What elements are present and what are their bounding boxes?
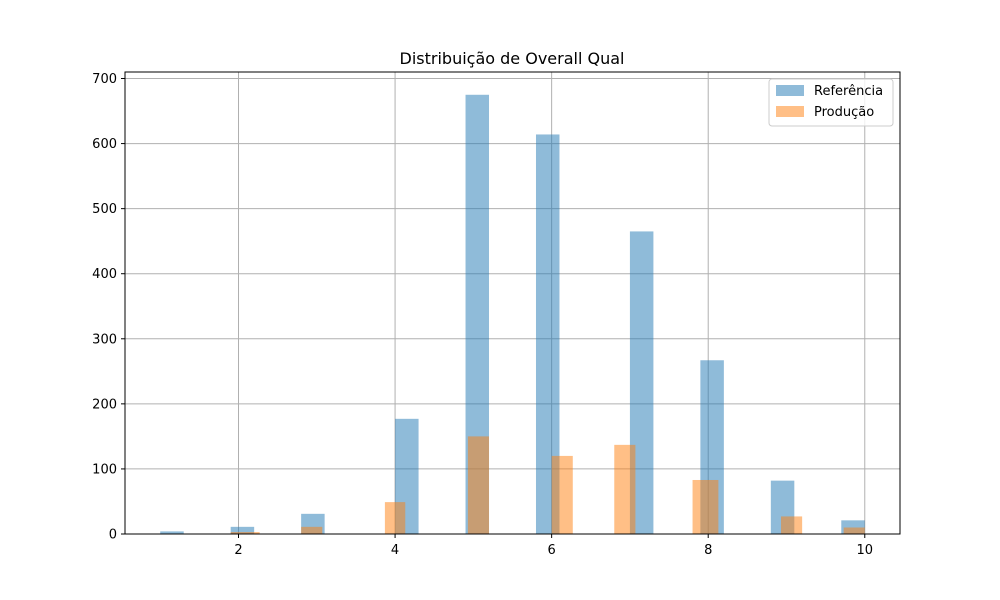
y-tick-label-600: 600 [92, 137, 117, 152]
legend-swatch-producao [776, 106, 804, 117]
x-tick-label-4: 4 [391, 543, 399, 558]
y-tick-label-300: 300 [92, 332, 117, 347]
plot-area-frame [124, 71, 901, 535]
bar-producao-8 [843, 527, 865, 534]
y-tick-label-400: 400 [92, 267, 117, 282]
bar-producao-1 [301, 526, 323, 534]
bar-producao-2 [384, 502, 406, 534]
bar-producao-7 [781, 516, 803, 534]
y-tick-label-200: 200 [92, 397, 117, 412]
bar-referencia-0 [160, 531, 184, 534]
legend: Referência Produção [768, 78, 894, 127]
bar-producao-0 [230, 532, 260, 534]
y-tick-label-500: 500 [92, 202, 117, 217]
x-tick-label-6: 6 [548, 543, 556, 558]
series-producao [230, 436, 865, 534]
bar-producao-5 [614, 444, 636, 534]
legend-label-referencia: Referência [814, 84, 883, 99]
x-tick-label-2: 2 [234, 543, 242, 558]
bar-producao-3 [467, 436, 490, 534]
y-tick-label-700: 700 [92, 72, 117, 87]
bars-group [160, 94, 865, 535]
y-tick-label-100: 100 [92, 462, 117, 477]
bar-referencia-5 [535, 134, 560, 535]
y-tick-label-0: 0 [109, 528, 117, 543]
bar-producao-4 [551, 455, 573, 534]
legend-swatch-referencia [776, 85, 804, 96]
x-tick-label-10: 10 [856, 543, 873, 558]
bar-referencia-6 [629, 231, 654, 534]
bar-referencia-1 [230, 526, 255, 534]
bar-referencia-4 [465, 94, 490, 534]
bar-producao-6 [692, 479, 719, 534]
legend-label-producao: Produção [814, 105, 874, 120]
chart-title: Distribuição de Overall Qual [400, 49, 625, 68]
x-tick-label-8: 8 [704, 543, 712, 558]
